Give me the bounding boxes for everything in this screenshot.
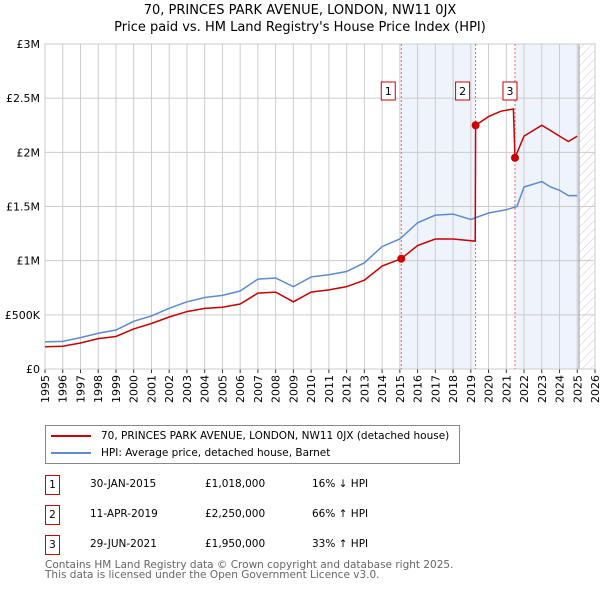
x-tick-label: 2016 [412, 375, 425, 403]
legend-swatch-hpi [51, 452, 91, 454]
x-tick-label: 2024 [554, 375, 567, 403]
sale-point [510, 153, 519, 162]
y-tick-label: £3M [17, 38, 41, 51]
x-tick-label: 2015 [394, 375, 407, 403]
sale-label-box [455, 81, 471, 101]
sale-label: 2 [459, 85, 466, 98]
sale-label: 3 [506, 85, 513, 98]
x-tick-label: 2025 [571, 375, 584, 403]
x-tick-label: 1995 [39, 375, 52, 403]
chart-subtitle: Price paid vs. HM Land Registry's House … [114, 20, 486, 35]
sale-date: 30-JAN-2015 [90, 478, 157, 490]
x-tick-label: 1996 [57, 375, 70, 403]
legend-label-price: 70, PRINCES PARK AVENUE, LONDON, NW11 0J… [101, 430, 450, 442]
sale-date: 11-APR-2019 [90, 508, 158, 520]
sale-label-box [380, 81, 396, 101]
sale-price: £1,018,000 [205, 478, 266, 490]
footer: Contains HM Land Registry data © Crown c… [45, 559, 454, 581]
sale-hpi-diff: 16% ↓ HPI [312, 478, 369, 490]
sale-hpi-diff: 33% ↑ HPI [312, 538, 369, 550]
sale-point [397, 254, 406, 263]
hpi-line [44, 180, 578, 343]
x-tick-label: 2018 [447, 375, 460, 403]
x-tick-label: 2012 [341, 375, 354, 403]
plot-frame [44, 43, 596, 370]
sale-number: 2 [45, 505, 60, 525]
y-tick-label: £500K [5, 309, 41, 322]
x-tick-label: 2010 [305, 375, 318, 403]
x-tick-label: 1999 [110, 375, 123, 403]
x-tick-label: 2023 [536, 375, 549, 403]
legend-label-hpi: HPI: Average price, detached house, Barn… [101, 447, 331, 459]
x-tick-label: 2009 [287, 375, 300, 403]
y-tick-label: £1M [17, 255, 41, 268]
x-tick-label: 2000 [128, 375, 141, 403]
x-tick-label: 2022 [518, 375, 531, 403]
x-tick-label: 2017 [429, 375, 442, 403]
footer-line-1: Contains HM Land Registry data © Crown c… [45, 559, 454, 571]
y-tick-label: £2M [17, 146, 41, 159]
sale-date: 29-JUN-2021 [90, 538, 157, 550]
x-tick-label: 2013 [358, 375, 371, 403]
sale-price: £2,250,000 [205, 508, 266, 520]
sale-number: 1 [45, 475, 60, 495]
legend: 70, PRINCES PARK AVENUE, LONDON, NW11 0J… [45, 425, 460, 464]
sale-hpi-diff: 66% ↑ HPI [312, 508, 369, 520]
x-tick-label: 2007 [252, 375, 265, 403]
x-tick-label: 2003 [181, 375, 194, 403]
x-tick-label: 2004 [199, 375, 212, 403]
y-tick-label: £0 [26, 363, 40, 376]
sale-label: 1 [385, 85, 392, 98]
x-tick-label: 2026 [589, 375, 600, 403]
sale-point [471, 121, 480, 130]
x-tick-label: 2014 [376, 375, 389, 403]
y-tick-label: £2.5M [6, 92, 40, 105]
y-tick-label: £1.5M [6, 201, 40, 214]
x-tick-label: 2021 [500, 375, 513, 403]
legend-swatch-price [51, 435, 91, 437]
chart-title: 70, PRINCES PARK AVENUE, LONDON, NW11 0J… [143, 3, 457, 18]
sale-label-box [502, 81, 518, 101]
x-tick-label: 2006 [234, 375, 247, 403]
plot-area: 1995 1996 1997 1998 1999 2000 2001 2002 2003 2004… [5, 38, 600, 403]
footer-line-2: This data is licensed under the Open Gov… [45, 569, 380, 581]
x-tick-label: 2019 [465, 375, 478, 403]
x-tick-label: 2020 [483, 375, 496, 403]
x-tick-label: 2002 [163, 375, 176, 403]
sale-number: 3 [45, 535, 60, 555]
x-tick-label: 2001 [145, 375, 158, 403]
x-tick-label: 1998 [92, 375, 105, 403]
x-tick-label: 2011 [323, 375, 336, 403]
sale-price: £1,950,000 [205, 538, 266, 550]
x-tick-label: 2008 [270, 375, 283, 403]
x-tick-label: 2005 [216, 375, 229, 403]
x-tick-label: 1997 [74, 375, 87, 403]
